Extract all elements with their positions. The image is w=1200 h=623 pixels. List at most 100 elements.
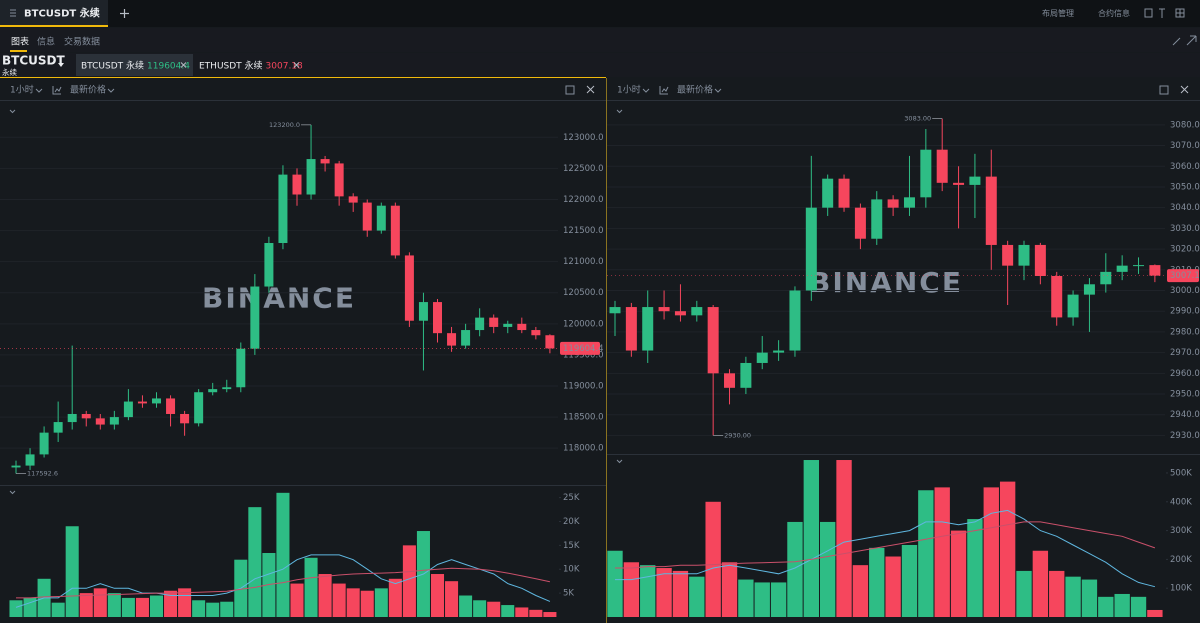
last-price-label: 3007.18 bbox=[1170, 271, 1200, 281]
dropdown-icon bbox=[35, 88, 43, 93]
volume-bar bbox=[1032, 550, 1049, 617]
symbol-tab[interactable]: ETHUSDT 永续 3007.18 bbox=[199, 59, 303, 71]
candle-body bbox=[609, 307, 621, 314]
candle-body bbox=[887, 199, 899, 208]
volume-ma-line bbox=[615, 509, 1156, 588]
candle-body bbox=[1116, 265, 1128, 272]
symbol-type: 永续 bbox=[2, 67, 17, 77]
y-tick-label: 3000.00 bbox=[1170, 286, 1200, 296]
collapse-icon bbox=[9, 109, 16, 114]
candle-body bbox=[773, 350, 785, 353]
close-icon[interactable] bbox=[293, 62, 300, 68]
watermark: BINANCE bbox=[202, 282, 356, 315]
symbol-tab-active[interactable] bbox=[76, 54, 193, 76]
candle-body bbox=[517, 323, 527, 331]
candle-body bbox=[404, 255, 414, 321]
candle-body bbox=[109, 417, 119, 425]
volume-bar bbox=[206, 602, 220, 617]
max-label: 3083.00 bbox=[904, 115, 931, 123]
candle-body bbox=[11, 465, 21, 468]
candle-body bbox=[264, 243, 274, 287]
volume-bar bbox=[529, 609, 543, 617]
symbol-tab-price: 3007.18 bbox=[266, 61, 303, 71]
volume-bar bbox=[640, 565, 656, 617]
y-tick-label: 119500.0 bbox=[563, 350, 604, 360]
y-tick-label: 3070.00 bbox=[1170, 141, 1200, 151]
candle-body bbox=[390, 205, 400, 256]
layout-menu[interactable]: 布局管理 bbox=[1042, 8, 1074, 18]
volume-bar bbox=[445, 581, 459, 617]
y-tick-label: 3040.00 bbox=[1170, 203, 1200, 213]
y-tick-label: 100K bbox=[1170, 584, 1192, 594]
volume-bar bbox=[1081, 579, 1098, 617]
min-label: 2930.00 bbox=[724, 431, 751, 439]
volume-bar bbox=[754, 582, 770, 617]
dropdown-icon[interactable] bbox=[58, 63, 64, 67]
candle-body bbox=[936, 149, 948, 183]
candle-body bbox=[194, 392, 204, 424]
volume-bar bbox=[402, 545, 416, 617]
candle-body bbox=[95, 418, 105, 425]
y-tick-label: 3060.00 bbox=[1170, 162, 1200, 172]
contract-info[interactable]: 合约信息 bbox=[1098, 8, 1130, 18]
min-label: 117592.6 bbox=[27, 470, 58, 478]
y-tick-label: 119000.0 bbox=[563, 382, 604, 392]
active-tab[interactable] bbox=[0, 0, 108, 27]
candle-body bbox=[822, 178, 834, 208]
volume-bar bbox=[9, 600, 23, 617]
volume-bar bbox=[803, 460, 819, 617]
candle-body bbox=[1133, 265, 1145, 267]
volume-bar bbox=[459, 595, 473, 617]
volume-bar bbox=[487, 601, 501, 617]
candle-body bbox=[1083, 284, 1095, 295]
candle-body bbox=[81, 413, 91, 419]
volume-ma-line bbox=[16, 567, 551, 599]
candle-body bbox=[418, 302, 428, 321]
volume-bar bbox=[836, 460, 852, 617]
watermark: BINANCE bbox=[809, 266, 963, 299]
candle-body bbox=[707, 307, 719, 374]
add-tab-icon[interactable] bbox=[120, 9, 129, 18]
close-icon[interactable] bbox=[180, 62, 187, 68]
y-tick-label: 2970.00 bbox=[1170, 348, 1200, 358]
candle-body bbox=[208, 389, 218, 393]
list-icon bbox=[10, 9, 16, 17]
collapse-icon bbox=[9, 490, 16, 495]
volume-bar bbox=[121, 597, 135, 617]
nav-tab[interactable]: 信息 bbox=[37, 36, 55, 48]
candle-body bbox=[166, 398, 176, 414]
candle-body bbox=[236, 348, 246, 388]
candle-body bbox=[1051, 276, 1063, 318]
symbol-tab[interactable]: BTCUSDT 永续 119604.4 bbox=[81, 59, 190, 71]
dropdown-icon bbox=[107, 88, 115, 93]
candle-body bbox=[152, 398, 161, 404]
volume-bar bbox=[689, 576, 705, 617]
candle-body bbox=[180, 413, 190, 424]
tab-title[interactable]: BTCUSDT 永续 bbox=[24, 7, 100, 20]
candle-body bbox=[503, 323, 513, 327]
y-tick-label: 3030.00 bbox=[1170, 224, 1200, 234]
y-tick-label: 121500.0 bbox=[563, 226, 604, 236]
nav-tab[interactable]: 交易数据 bbox=[64, 36, 100, 48]
candle-body bbox=[756, 352, 768, 363]
toolbar-icons[interactable] bbox=[1144, 8, 1185, 18]
volume-bar bbox=[1147, 609, 1163, 617]
volume-bar bbox=[999, 481, 1016, 617]
y-tick-label: 2930.00 bbox=[1170, 431, 1200, 441]
volume-bar bbox=[220, 601, 234, 617]
volume-ma-line bbox=[615, 521, 1156, 569]
max-label: 123200.0 bbox=[269, 121, 300, 129]
y-tick-label: 2940.00 bbox=[1170, 410, 1200, 420]
volume-bar bbox=[23, 597, 37, 617]
window-icons[interactable] bbox=[1172, 35, 1197, 46]
nav-tab[interactable]: 图表 bbox=[11, 36, 29, 48]
volume-bar bbox=[672, 570, 689, 617]
volume-bar bbox=[983, 487, 999, 617]
candle-body bbox=[137, 401, 147, 404]
candle-body bbox=[625, 307, 637, 351]
nav-bar bbox=[0, 28, 1200, 52]
volume-bar bbox=[623, 562, 640, 617]
volume-bar bbox=[388, 578, 402, 617]
symbol-name[interactable]: BTCUSDT bbox=[2, 54, 65, 68]
candle-body bbox=[953, 182, 965, 185]
